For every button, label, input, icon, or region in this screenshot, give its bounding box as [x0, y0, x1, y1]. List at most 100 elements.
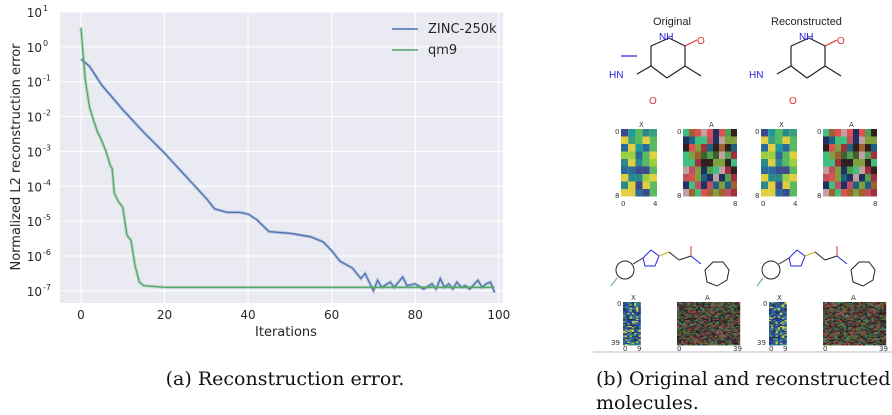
- big-matrix-a-cell: [844, 342, 847, 345]
- big-matrix-a-cell: [877, 314, 880, 316]
- big-matrix-a-cell: [714, 312, 718, 315]
- matrix-x-cell: [621, 129, 629, 137]
- molecule-recon-2: [756, 246, 876, 287]
- big-matrix-a-cell: [852, 329, 855, 331]
- matrix-a-cell: [835, 174, 841, 182]
- big-matrix-a-cell: [691, 339, 694, 341]
- matrix-a-cell: [859, 181, 865, 189]
- big-matrix-x-cell: [775, 326, 778, 328]
- big-matrix-a-cell: [837, 338, 840, 340]
- big-matrix-a-cell: [716, 340, 720, 342]
- big-matrix-a-cell: [719, 342, 722, 345]
- big-matrix-a-cell: [827, 342, 830, 345]
- big-matrix-x-cell: [784, 312, 787, 315]
- big-matrix-a-cell: [881, 305, 885, 307]
- big-matrix-a-cell: [833, 322, 836, 324]
- big-matrix-a-cell: [725, 312, 728, 315]
- big-matrix-a-cell: [879, 333, 882, 335]
- big-matrix-x-cell: [773, 323, 776, 325]
- big-matrix-a-cell: [685, 324, 688, 327]
- big-matrix-a-cell: [706, 317, 709, 319]
- big-matrix-a-cell: [695, 305, 699, 307]
- big-matrix-a-cell: [729, 329, 732, 331]
- big-matrix-a-cell: [698, 318, 701, 321]
- big-matrix-a-cell: [875, 318, 878, 321]
- big-matrix-a-cell: [723, 304, 726, 306]
- big-matrix-a-cell: [702, 310, 705, 312]
- big-matrix-a-cell: [873, 320, 876, 322]
- big-matrix-a-cell: [869, 314, 872, 316]
- big-matrix-a-cell: [737, 334, 741, 336]
- big-matrix-a-cell: [867, 330, 870, 333]
- matrix-a-cell: [719, 189, 725, 197]
- big-matrix-x-cell: [625, 305, 628, 307]
- tick-0: 0: [615, 128, 619, 136]
- big-matrix-a-cell: [879, 327, 882, 329]
- big-matrix-a-cell: [721, 336, 724, 339]
- big-matrix-a-cell: [871, 335, 874, 337]
- big-matrix-a-cell: [695, 344, 699, 346]
- big-matrix-a-cell: [879, 318, 882, 321]
- big-matrix-a-cell: [831, 334, 834, 336]
- big-matrix-a-cell: [881, 304, 885, 306]
- big-matrix-a-cell: [725, 326, 728, 328]
- matrix-x-cell: [621, 174, 629, 182]
- big-matrix-a-cell: [871, 333, 874, 335]
- big-matrix-a-cell: [875, 312, 878, 315]
- big-matrix-a-cell: [865, 338, 868, 340]
- big-matrix-a-cell: [708, 334, 711, 336]
- big-matrix-x-cell: [769, 339, 772, 341]
- big-matrix-a-cell: [881, 317, 885, 319]
- x-tick-label: 40: [240, 308, 255, 322]
- big-matrix-a-cell: [708, 328, 711, 330]
- big-matrix-a-cell: [848, 332, 851, 334]
- matrix-a-cell: [865, 151, 871, 159]
- big-matrix-a-cell: [714, 326, 718, 328]
- big-matrix-a-cell: [848, 335, 851, 337]
- big-matrix-a-cell: [846, 306, 849, 309]
- big-matrix-x-cell: [777, 310, 781, 312]
- big-matrix-a-cell: [860, 335, 864, 337]
- big-matrix-a-cell: [862, 335, 866, 337]
- big-matrix-a-cell: [869, 340, 872, 342]
- big-matrix-a-cell: [844, 314, 847, 316]
- big-matrix-x-cell: [780, 326, 783, 328]
- big-matrix-a-cell: [865, 321, 868, 323]
- big-matrix-a-cell: [681, 317, 684, 319]
- big-matrix-a-cell: [829, 323, 832, 325]
- big-matrix-x-cell: [782, 308, 785, 310]
- big-matrix-a-cell: [735, 339, 739, 341]
- big-matrix-a-cell: [839, 330, 843, 333]
- big-matrix-a-cell: [833, 339, 836, 341]
- big-matrix-x-cell: [634, 316, 637, 318]
- big-matrix-a-cell: [733, 323, 736, 325]
- big-matrix-x-cell: [784, 333, 787, 335]
- big-matrix-a-cell: [856, 308, 859, 310]
- big-matrix-a-cell: [710, 322, 713, 324]
- big-matrix-a-cell: [862, 344, 866, 346]
- big-matrix-a-cell: [727, 323, 730, 325]
- big-matrix-a-cell: [848, 314, 851, 316]
- matrix-a-cell: [871, 144, 877, 152]
- matrix-x-cell: [761, 144, 769, 152]
- big-matrix-a-cell: [831, 308, 834, 310]
- big-matrix-a-cell: [837, 311, 840, 313]
- big-matrix-a-cell: [733, 302, 736, 304]
- big-matrix-a-cell: [681, 308, 684, 310]
- big-matrix-a-cell: [850, 321, 853, 323]
- big-matrix-x-cell: [638, 317, 641, 319]
- big-matrix-x-cell: [771, 327, 774, 329]
- big-matrix-a-cell: [881, 323, 885, 325]
- big-matrix-a-cell: [865, 322, 868, 324]
- big-matrix-a-cell: [716, 330, 720, 333]
- big-matrix-a-cell: [689, 342, 692, 345]
- matrix-a-cell: [713, 166, 719, 174]
- big-matrix-a-cell: [702, 305, 705, 307]
- big-matrix-a-cell: [725, 304, 728, 306]
- big-matrix-x-cell: [631, 324, 635, 327]
- matrix-x-cell: [628, 166, 636, 174]
- big-matrix-a-cell: [693, 315, 697, 317]
- big-matrix-a-cell: [879, 312, 882, 315]
- big-matrix-a-cell: [829, 304, 832, 306]
- big-matrix-a-cell: [691, 309, 694, 311]
